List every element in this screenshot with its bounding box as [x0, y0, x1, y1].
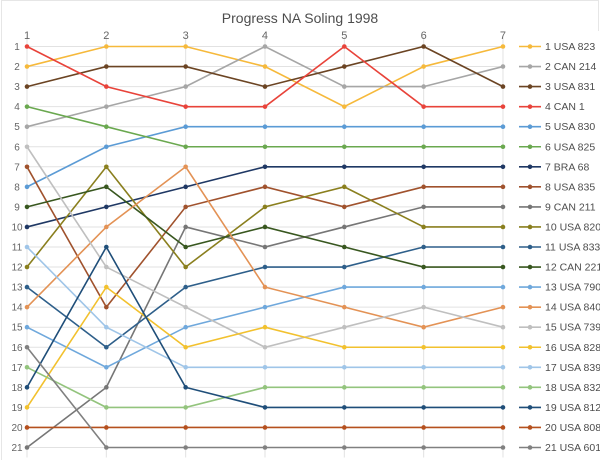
svg-text:8 USA 835: 8 USA 835	[545, 181, 595, 193]
svg-text:18: 18	[11, 383, 23, 394]
svg-text:6: 6	[14, 142, 20, 153]
svg-text:10 USA 820: 10 USA 820	[545, 221, 600, 233]
svg-text:3: 3	[183, 31, 189, 42]
svg-text:17 USA 839: 17 USA 839	[545, 362, 600, 374]
svg-text:9 CAN 211: 9 CAN 211	[545, 201, 596, 213]
svg-text:5: 5	[341, 31, 347, 42]
svg-text:3: 3	[14, 82, 20, 93]
svg-text:7: 7	[500, 31, 506, 42]
svg-text:6 USA 825: 6 USA 825	[545, 141, 595, 153]
svg-text:12 CAN 221: 12 CAN 221	[545, 262, 600, 274]
svg-text:2: 2	[103, 31, 109, 42]
svg-text:13 USA 790: 13 USA 790	[545, 282, 600, 294]
svg-text:20 USA 808: 20 USA 808	[545, 422, 600, 434]
svg-text:5: 5	[14, 122, 20, 133]
svg-text:21 USA 601: 21 USA 601	[545, 442, 600, 454]
svg-text:19 USA 812: 19 USA 812	[545, 402, 600, 414]
svg-text:2 CAN 214: 2 CAN 214	[545, 61, 597, 73]
svg-text:2: 2	[14, 62, 20, 73]
svg-text:15 USA 739: 15 USA 739	[545, 322, 600, 334]
svg-text:13: 13	[11, 283, 23, 294]
svg-text:14: 14	[11, 303, 23, 314]
svg-text:19: 19	[11, 403, 23, 414]
svg-text:17: 17	[11, 363, 23, 374]
svg-text:1: 1	[24, 31, 30, 42]
svg-text:8: 8	[14, 182, 20, 193]
svg-text:4 CAN 1: 4 CAN 1	[545, 101, 585, 113]
svg-text:14 USA 840: 14 USA 840	[545, 302, 600, 314]
svg-text:5 USA 830: 5 USA 830	[545, 121, 595, 133]
svg-text:4: 4	[262, 31, 268, 42]
svg-text:1: 1	[14, 42, 20, 53]
svg-text:3 USA 831: 3 USA 831	[545, 81, 595, 93]
svg-text:15: 15	[11, 323, 23, 334]
svg-text:12: 12	[11, 263, 23, 274]
svg-text:1 USA 823: 1 USA 823	[545, 41, 595, 53]
svg-text:11 USA 833: 11 USA 833	[545, 242, 600, 254]
svg-text:16 USA 828: 16 USA 828	[545, 342, 600, 354]
svg-text:6: 6	[421, 31, 427, 42]
svg-text:21: 21	[11, 443, 23, 454]
svg-text:7: 7	[14, 162, 20, 173]
svg-text:11: 11	[12, 243, 23, 254]
svg-text:16: 16	[11, 343, 23, 354]
svg-text:9: 9	[14, 202, 20, 213]
svg-text:10: 10	[11, 222, 23, 233]
svg-text:18 USA 832: 18 USA 832	[545, 382, 600, 394]
svg-text:20: 20	[11, 423, 23, 434]
svg-text:4: 4	[14, 102, 20, 113]
svg-text:7 BRA 68: 7 BRA 68	[545, 161, 590, 173]
